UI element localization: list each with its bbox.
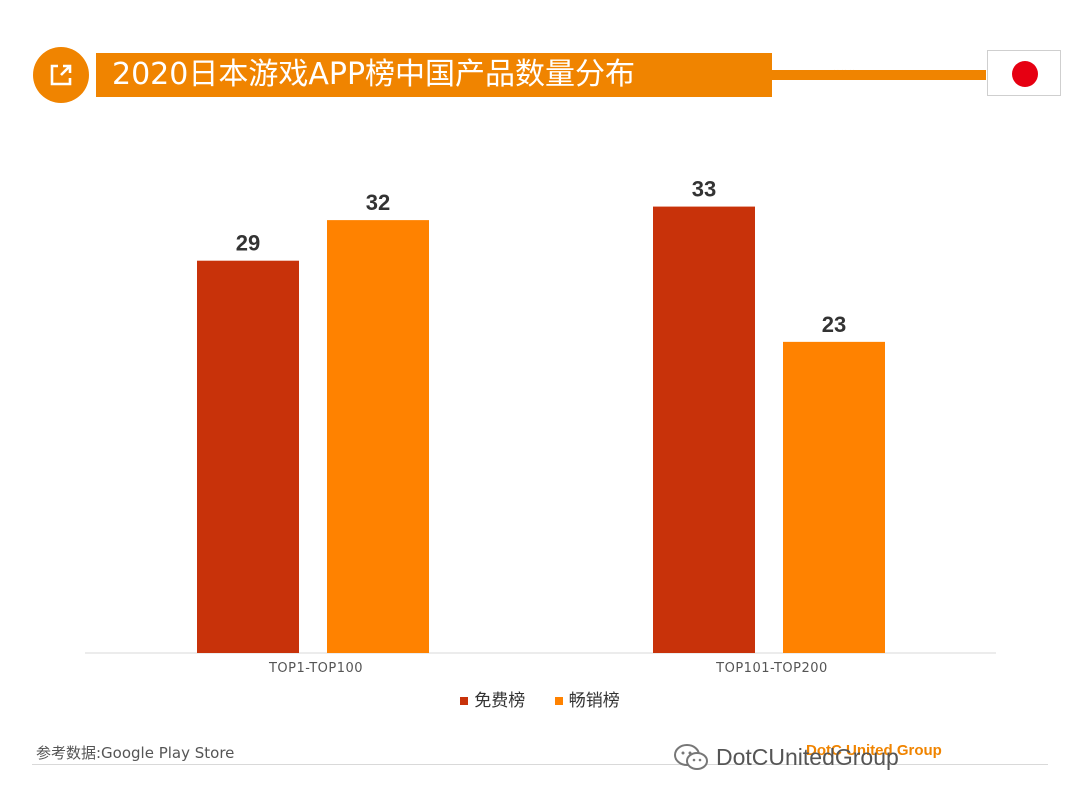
header: 2020日本游戏APP榜中国产品数量分布 »»» bbox=[0, 0, 1080, 120]
data-label-free-1: 29 bbox=[236, 231, 260, 256]
data-label-grossing-2: 23 bbox=[822, 312, 846, 337]
external-link-icon bbox=[50, 64, 72, 86]
x-tick-label-1: TOP1-TOP100 bbox=[268, 661, 363, 676]
watermark-text: DotCUnitedGroup bbox=[716, 744, 899, 770]
brand-name: DotC United Group bbox=[806, 742, 942, 759]
x-tick-label-2: TOP101-TOP200 bbox=[715, 661, 828, 676]
bar-free-2 bbox=[653, 206, 755, 654]
title-bar: 2020日本游戏APP榜中国产品数量分布 bbox=[96, 53, 772, 97]
legend-label-grossing: 畅销榜 bbox=[568, 691, 620, 711]
legend-item-grossing: 畅销榜 bbox=[554, 686, 620, 711]
header-divider bbox=[772, 70, 986, 80]
footer-divider bbox=[32, 764, 1048, 765]
header-badge bbox=[33, 47, 89, 103]
source-note: 参考数据:Google Play Store bbox=[36, 744, 235, 762]
bar-grossing-1 bbox=[327, 220, 429, 653]
wechat-icon bbox=[674, 744, 708, 770]
legend-item-free: 免费榜 bbox=[460, 686, 525, 711]
data-label-free-2: 33 bbox=[692, 177, 716, 202]
legend-label-free: 免费榜 bbox=[474, 691, 526, 711]
flag-sun bbox=[1012, 61, 1038, 87]
chevron-right-icon: »»» bbox=[833, 63, 858, 82]
japan-flag-icon bbox=[987, 50, 1061, 96]
legend: 免费榜 畅销榜 bbox=[0, 686, 1080, 711]
bar-grossing-2 bbox=[783, 341, 885, 653]
legend-swatch-free bbox=[460, 697, 469, 705]
legend-swatch-grossing bbox=[554, 697, 563, 705]
page-title: 2020日本游戏APP榜中国产品数量分布 bbox=[112, 57, 636, 92]
bar-free-1 bbox=[197, 260, 299, 653]
data-label-grossing-1: 32 bbox=[366, 190, 390, 215]
